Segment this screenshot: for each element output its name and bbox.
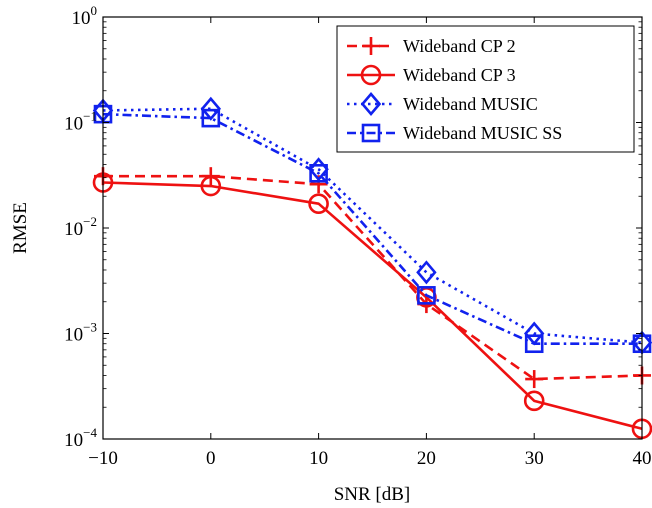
y-tick-exponent: 0 xyxy=(91,3,98,18)
series-4-point xyxy=(309,163,328,183)
series-4-point xyxy=(417,286,436,305)
series-2-point xyxy=(200,175,222,197)
y-tick-exponent: −4 xyxy=(83,425,97,440)
series-line-2 xyxy=(102,181,643,431)
legend-label-3: Wideband MUSIC xyxy=(403,94,538,114)
y-tick-label: 10−4 xyxy=(64,425,97,451)
y-tick-base: 10 xyxy=(64,430,83,451)
series-2-point xyxy=(523,390,545,412)
legend: Wideband CP 2 Wideband CP 3 Wideband MUSIC… xyxy=(336,25,635,153)
legend-label-4: Wideband MUSIC SS xyxy=(403,123,562,143)
y-tick-base: 10 xyxy=(64,219,83,240)
legend-marker-3 xyxy=(360,91,382,117)
series-2-point xyxy=(308,193,329,214)
series-3-point xyxy=(200,96,222,121)
y-tick-base: 10 xyxy=(72,8,91,29)
y-tick-exponent: −1 xyxy=(83,109,97,124)
series-1-point xyxy=(525,370,544,389)
y-tick-label: 10−3 xyxy=(64,320,97,346)
series-line-1 xyxy=(103,174,643,381)
x-tick-label: 20 xyxy=(417,448,436,469)
y-tick-label: 10−1 xyxy=(64,109,97,135)
legend-marker-1 xyxy=(362,37,380,55)
x-tick-label: −10 xyxy=(88,448,118,469)
legend-label-1: Wideband CP 2 xyxy=(403,36,516,56)
x-tick-label: 10 xyxy=(309,448,328,469)
y-tick-exponent: −2 xyxy=(83,214,97,229)
y-tick-base: 10 xyxy=(64,114,83,135)
x-axis-label: SNR [dB] xyxy=(334,484,411,505)
x-tick-label: 40 xyxy=(633,448,652,469)
x-tick-label: 0 xyxy=(206,448,216,469)
series-3-point xyxy=(416,260,437,285)
series-4-point xyxy=(201,108,221,128)
series-line-4 xyxy=(102,112,642,346)
legend-marker-4 xyxy=(361,123,381,143)
x-tick-label: 30 xyxy=(525,448,544,469)
y-tick-base: 10 xyxy=(64,325,83,346)
y-tick-label: 100 xyxy=(72,3,98,29)
legend-marker-2 xyxy=(360,64,382,86)
y-tick-exponent: −3 xyxy=(83,320,97,335)
series-4-point xyxy=(524,334,544,354)
y-tick-label: 10−2 xyxy=(64,214,97,240)
legend-label-2: Wideband CP 3 xyxy=(403,65,516,85)
y-axis-label: RMSE xyxy=(10,202,31,254)
